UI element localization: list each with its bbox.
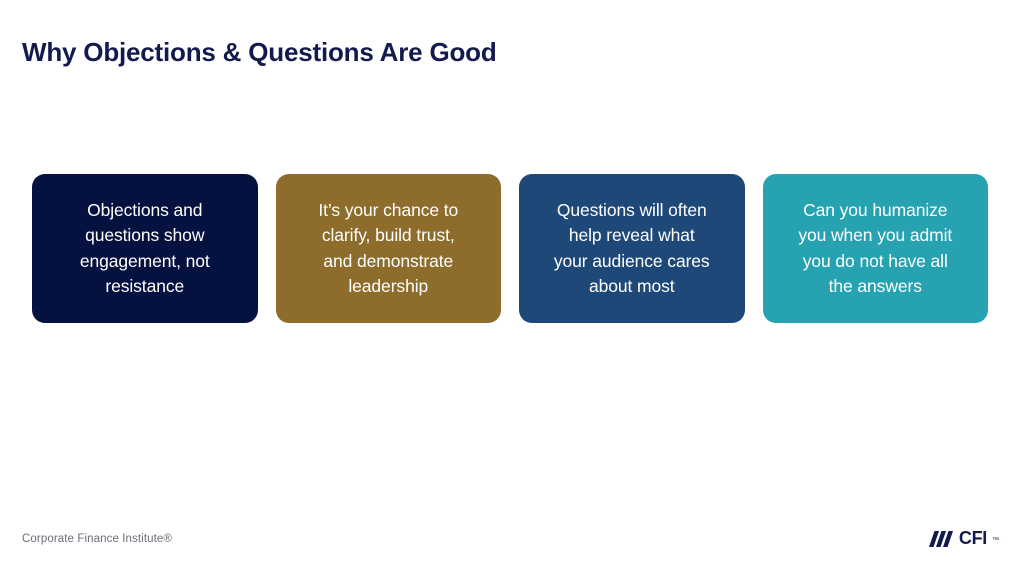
card-item: Questions will often help reveal what yo… [519,174,745,323]
trademark-icon: ™ [992,537,999,544]
card-text: Questions will often help reveal what yo… [553,199,710,297]
card-text: Objections and questions show engagement… [79,199,210,297]
cfi-bars-icon [928,531,955,547]
card-text: It’s your chance to clarify, build trust… [318,199,459,297]
card-text: Can you humanize you when you admit you … [798,199,953,297]
cfi-wordmark: CFI [958,528,987,548]
cfi-logo: CFI ™ [928,528,999,548]
card-item: Objections and questions show engagement… [32,174,258,323]
page-title: Why Objections & Questions Are Good [22,37,497,68]
card-item: It’s your chance to clarify, build trust… [275,174,501,323]
footer-attribution: Corporate Finance Institute® [22,533,172,545]
card-row: Objections and questions show engagement… [32,174,988,323]
card-item: Can you humanize you when you admit you … [762,174,988,323]
